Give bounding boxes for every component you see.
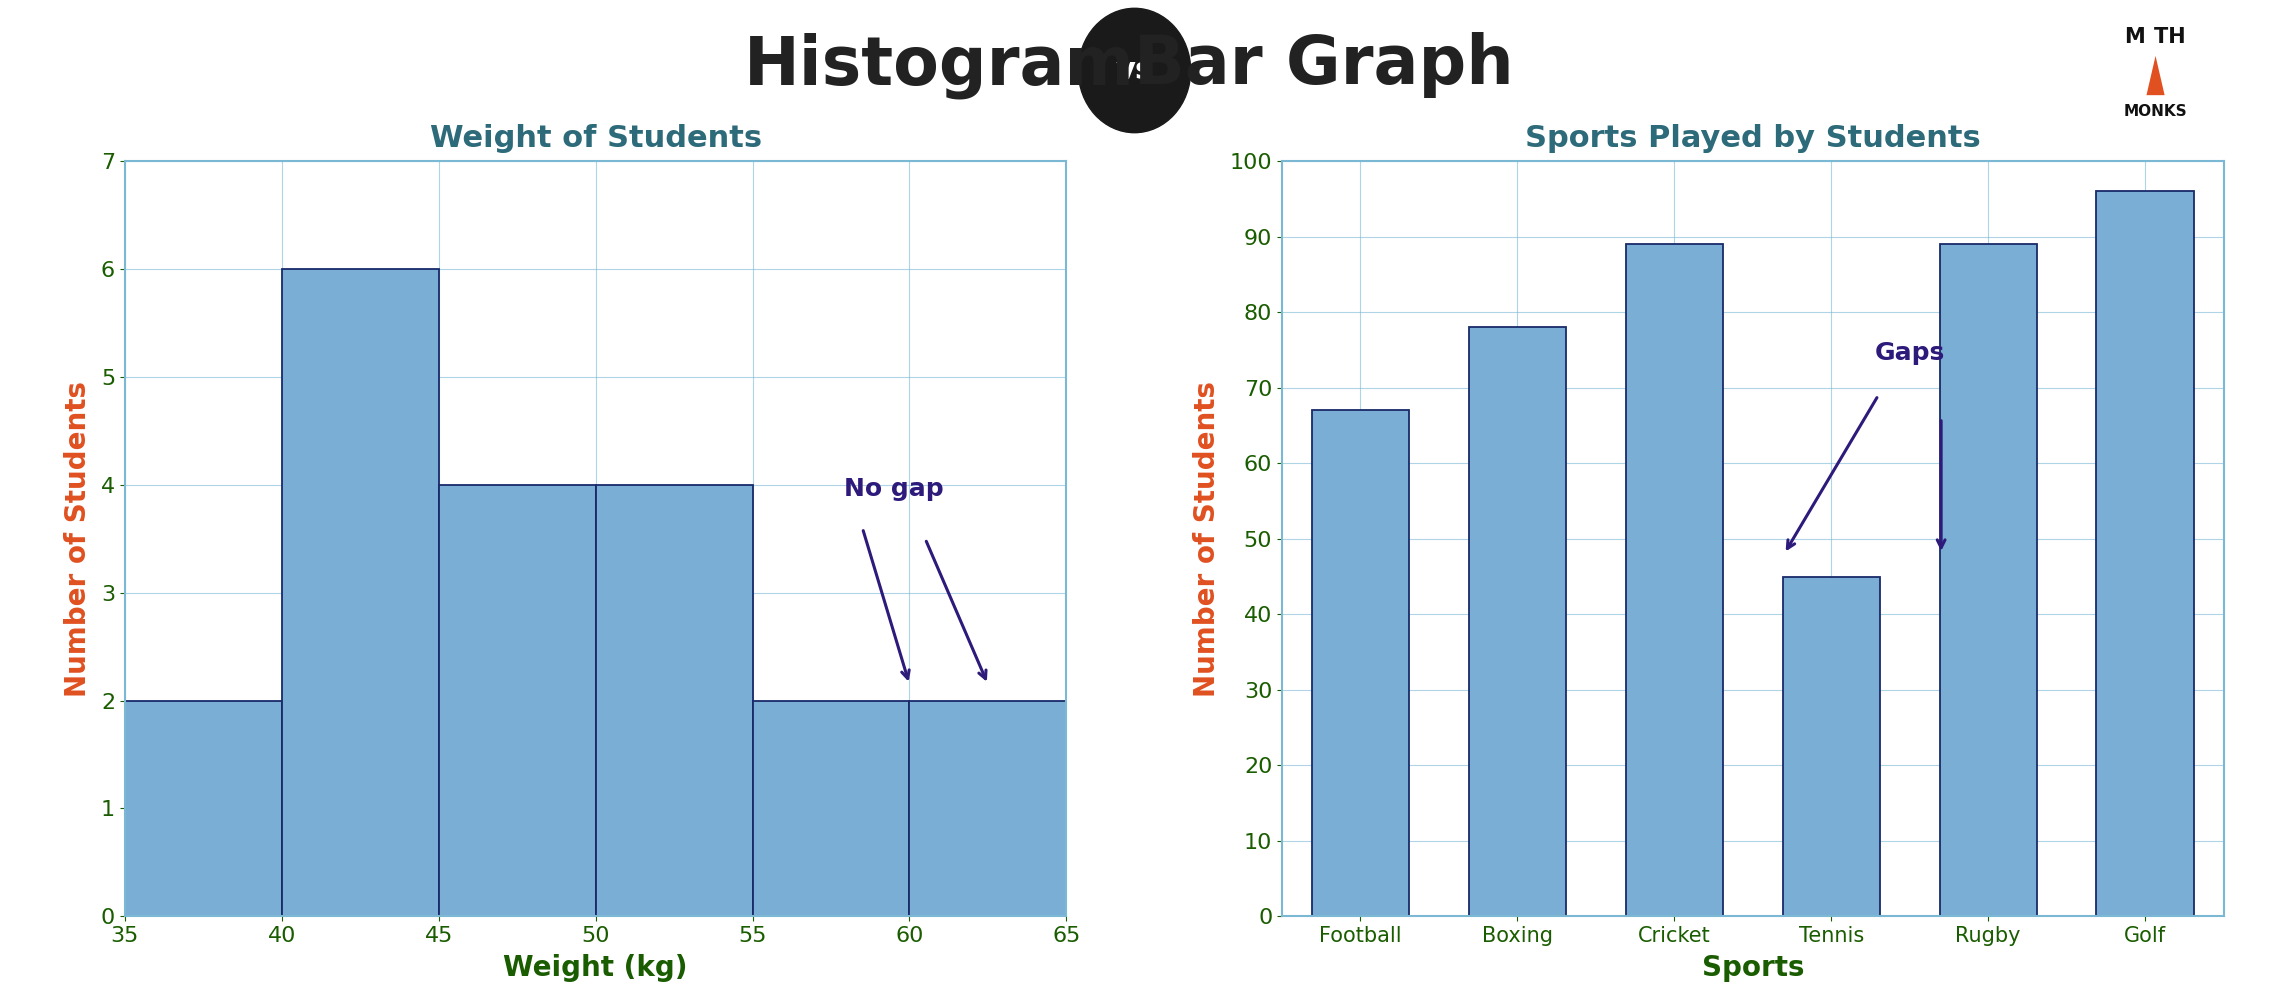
Bar (753, 701, 910, 916)
Bar (1311, 411, 1409, 916)
Bar (1468, 327, 1566, 916)
Bar (594, 484, 753, 916)
Text: MONKS: MONKS (2124, 105, 2187, 119)
Title: Weight of Students: Weight of Students (429, 124, 762, 153)
Bar (438, 484, 594, 916)
Bar (910, 701, 1066, 916)
Text: No gap: No gap (844, 477, 944, 501)
Polygon shape (2146, 55, 2165, 96)
Text: Gaps: Gaps (1874, 341, 1945, 366)
Bar (1783, 576, 1881, 916)
Text: Bar Graph: Bar Graph (1134, 32, 1513, 99)
Ellipse shape (1078, 8, 1191, 133)
Y-axis label: Number of Students: Number of Students (64, 381, 93, 697)
Bar (1625, 245, 1722, 916)
Bar (125, 701, 281, 916)
Bar (2097, 191, 2194, 916)
X-axis label: Weight (kg): Weight (kg) (504, 955, 688, 983)
Bar (281, 269, 438, 916)
Title: Sports Played by Students: Sports Played by Students (1525, 124, 1981, 153)
Y-axis label: Number of Students: Number of Students (1193, 381, 1221, 697)
Bar (1940, 245, 2038, 916)
Text: vs: vs (1116, 56, 1153, 85)
X-axis label: Sports: Sports (1702, 955, 1804, 983)
Text: M  TH: M TH (2126, 27, 2185, 46)
Text: Histogram: Histogram (744, 32, 1134, 99)
